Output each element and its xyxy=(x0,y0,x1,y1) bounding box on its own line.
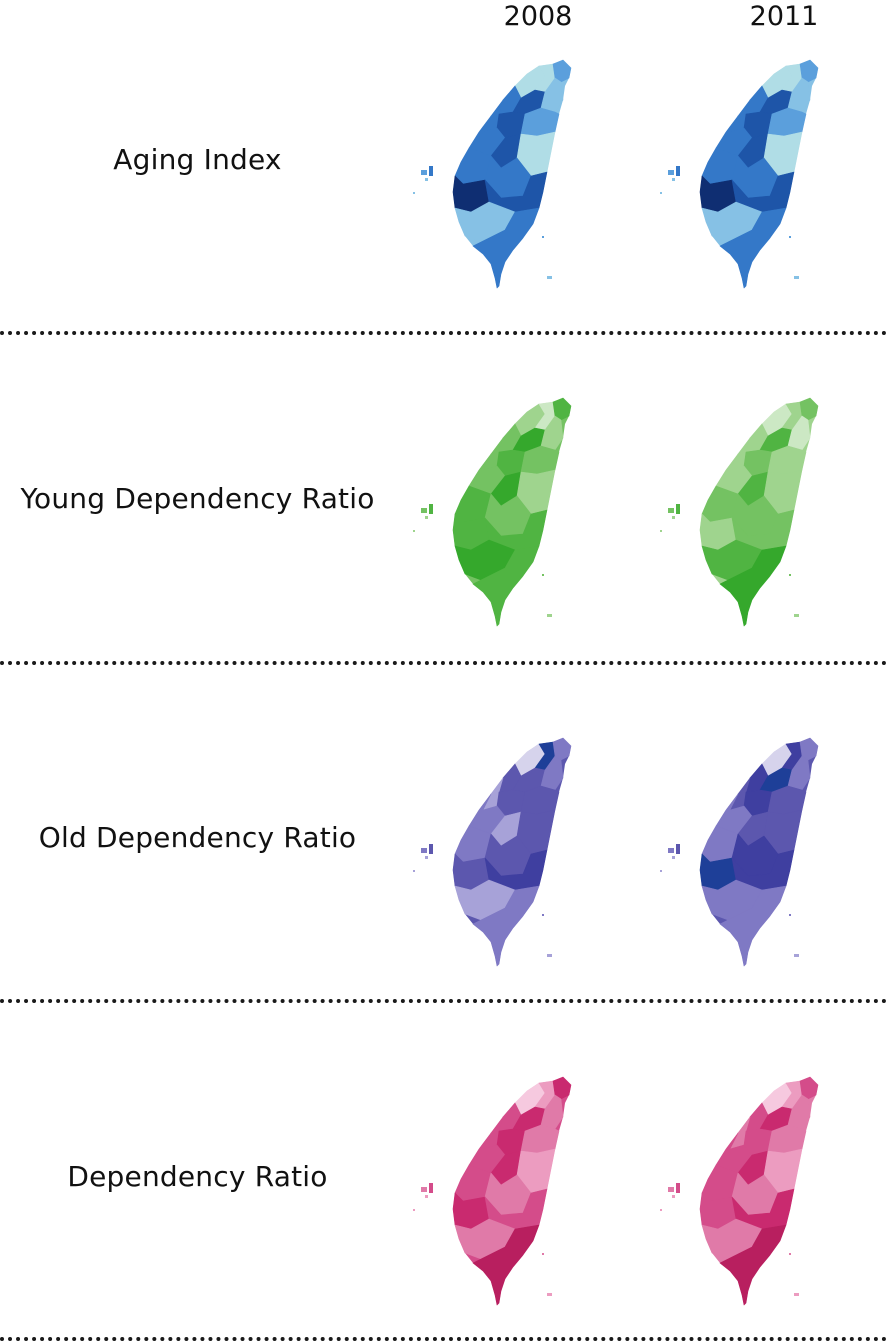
map-islet xyxy=(421,508,427,513)
map-old-dependency-ratio-2011 xyxy=(660,737,819,967)
row-label-dependency-ratio: Dependency Ratio xyxy=(67,1160,328,1193)
map-islet xyxy=(542,914,544,916)
map-dependency-ratio-2008 xyxy=(413,1076,572,1306)
row-divider xyxy=(0,661,887,665)
map-islet xyxy=(672,856,675,859)
map-aging-index-2008 xyxy=(413,59,572,289)
map-islet xyxy=(421,170,427,175)
row-label-aging-index: Aging Index xyxy=(113,143,282,176)
map-islet xyxy=(676,504,680,514)
map-islet xyxy=(421,1187,427,1192)
map-islet xyxy=(676,844,680,854)
map-islet xyxy=(547,1293,552,1296)
map-islet xyxy=(668,848,674,853)
map-islet xyxy=(672,178,675,181)
map-islet xyxy=(668,1187,674,1192)
row-label-old-dependency-ratio: Old Dependency Ratio xyxy=(38,821,357,854)
map-islet xyxy=(547,276,552,279)
row-divider xyxy=(0,331,887,335)
map-region xyxy=(719,207,787,289)
map-islet xyxy=(676,166,680,176)
map-islet xyxy=(789,914,791,916)
row-divider xyxy=(0,999,887,1003)
map-islet xyxy=(429,166,433,176)
map-islet xyxy=(672,516,675,519)
map-islet xyxy=(668,508,674,513)
map-islet xyxy=(542,1253,544,1255)
map-islet xyxy=(425,178,428,181)
map-aging-index-2011 xyxy=(660,59,819,289)
map-region xyxy=(472,885,540,967)
map-old-dependency-ratio-2008 xyxy=(413,737,572,967)
map-islet xyxy=(794,276,799,279)
map-islet xyxy=(413,1209,415,1211)
map-islet xyxy=(668,170,674,175)
map-islet xyxy=(789,574,791,576)
map-region xyxy=(719,1224,787,1306)
map-islet xyxy=(425,1195,428,1198)
map-islet xyxy=(429,504,433,514)
map-region xyxy=(472,1224,540,1306)
map-region xyxy=(472,207,540,289)
row-label-young-dependency-ratio: Young Dependency Ratio xyxy=(20,482,375,515)
map-region xyxy=(719,545,787,627)
map-islet xyxy=(660,870,662,872)
year-header-2008: 2008 xyxy=(503,1,573,32)
map-islet xyxy=(413,530,415,532)
map-islet xyxy=(425,516,428,519)
map-islet xyxy=(660,192,662,194)
year-header-2011: 2011 xyxy=(749,1,819,32)
map-islet xyxy=(421,848,427,853)
map-islet xyxy=(794,1293,799,1296)
map-islet xyxy=(547,954,552,957)
map-islet xyxy=(542,574,544,576)
map-young-dependency-ratio-2008 xyxy=(413,397,572,627)
map-islet xyxy=(429,844,433,854)
map-islet xyxy=(660,530,662,532)
map-islet xyxy=(425,856,428,859)
map-dependency-ratio-2011 xyxy=(660,1076,819,1306)
map-islet xyxy=(413,192,415,194)
map-islet xyxy=(660,1209,662,1211)
map-islet xyxy=(547,614,552,617)
map-young-dependency-ratio-2011 xyxy=(660,397,819,627)
map-region xyxy=(719,885,787,967)
map-islet xyxy=(542,236,544,238)
map-islet xyxy=(789,1253,791,1255)
map-islet xyxy=(413,870,415,872)
map-islet xyxy=(794,954,799,957)
row-divider xyxy=(0,1337,887,1341)
map-islet xyxy=(429,1183,433,1193)
map-islet xyxy=(789,236,791,238)
map-region xyxy=(472,545,540,627)
map-islet xyxy=(672,1195,675,1198)
map-islet xyxy=(794,614,799,617)
map-islet xyxy=(676,1183,680,1193)
